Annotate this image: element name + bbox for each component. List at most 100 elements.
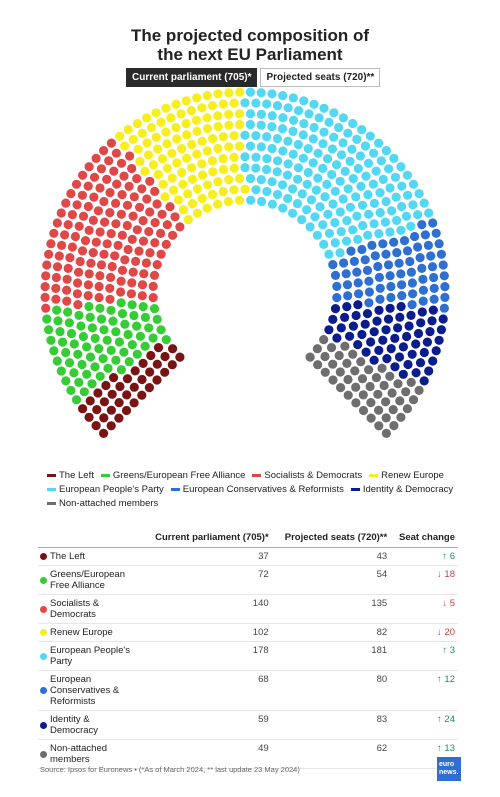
header-cell [38, 528, 141, 548]
seat [106, 272, 116, 282]
party-dot [40, 553, 47, 560]
seat [99, 397, 109, 407]
seat [378, 174, 388, 184]
seat [91, 237, 101, 247]
seat [389, 237, 399, 247]
seat [115, 131, 125, 141]
seat [415, 253, 425, 263]
seat [328, 199, 338, 209]
seat [89, 172, 100, 182]
seat [162, 139, 172, 149]
seat [385, 183, 395, 193]
seat [66, 189, 76, 199]
seat [353, 340, 363, 350]
party-name: Socialists & Democrats [38, 594, 141, 624]
seat [288, 93, 298, 103]
seat [130, 366, 140, 376]
seat [408, 179, 419, 189]
seat [144, 383, 154, 393]
seat [324, 325, 334, 335]
seat [95, 271, 105, 281]
seat [137, 184, 147, 194]
seat [79, 387, 89, 397]
cell-value: 140 [141, 594, 272, 624]
party-dot [40, 721, 47, 729]
cell-change: ↓ 5 [390, 594, 458, 624]
chart [40, 87, 450, 438]
seat [83, 280, 93, 290]
tab[interactable]: Projected seats (720)** [260, 68, 381, 87]
seat [245, 119, 255, 130]
legend-item: Non-attached members [47, 498, 158, 509]
seat [399, 236, 410, 246]
seat [51, 294, 61, 304]
seat [145, 176, 155, 186]
seat [192, 184, 202, 194]
seat [406, 267, 416, 277]
seat [138, 236, 149, 246]
seat [413, 328, 424, 339]
seat [414, 189, 424, 199]
seat [431, 228, 441, 238]
seat [75, 256, 85, 267]
seat [323, 209, 333, 219]
seat [119, 171, 129, 181]
seat [336, 323, 346, 333]
seat [424, 208, 434, 218]
seat [116, 158, 127, 168]
seat [106, 421, 116, 431]
seat [137, 280, 148, 290]
seat [114, 398, 124, 408]
seat [353, 300, 363, 310]
seat [117, 230, 127, 240]
cell-change: ↑ 6 [390, 547, 458, 566]
seat [262, 99, 272, 109]
seat [151, 132, 161, 142]
seat [364, 209, 374, 219]
seat [245, 173, 256, 184]
seat [246, 195, 256, 205]
seat [334, 122, 344, 133]
seat [152, 199, 162, 209]
seat [348, 321, 358, 331]
seat [369, 219, 379, 229]
seat [197, 136, 207, 146]
seat [309, 122, 319, 133]
seat [82, 342, 92, 352]
seat [388, 405, 398, 415]
seat [78, 211, 89, 221]
seat [363, 190, 373, 200]
seat [377, 363, 387, 373]
seat [153, 169, 163, 180]
seat [309, 99, 319, 109]
seat [418, 274, 428, 284]
seat [373, 389, 383, 399]
seat [394, 258, 404, 268]
seat [78, 331, 88, 342]
seat [73, 300, 83, 310]
seat [426, 251, 436, 261]
seat [332, 160, 342, 170]
tab[interactable]: Current parliament (705)* [126, 68, 258, 87]
header-row: Current parliament (705)* Projected seat… [38, 528, 458, 548]
party-name: Renew Europe [38, 623, 141, 642]
seat [150, 218, 160, 228]
seat [272, 134, 282, 144]
seat [303, 144, 313, 154]
seat [378, 335, 388, 345]
legend-item: Greens/European Free Alliance [100, 470, 245, 481]
seat [120, 255, 130, 265]
seat [161, 239, 171, 249]
seat [64, 358, 75, 368]
seat [297, 189, 307, 199]
seat [46, 335, 56, 345]
seat [161, 103, 171, 113]
seat [55, 327, 65, 337]
seat [218, 154, 228, 164]
seat [167, 173, 177, 183]
seat [396, 162, 406, 172]
legend-label: Non-attached members [59, 498, 159, 509]
party-name: The Left [38, 547, 141, 566]
party-name: Identity & Democracy [38, 710, 141, 740]
party-dot [40, 687, 47, 694]
